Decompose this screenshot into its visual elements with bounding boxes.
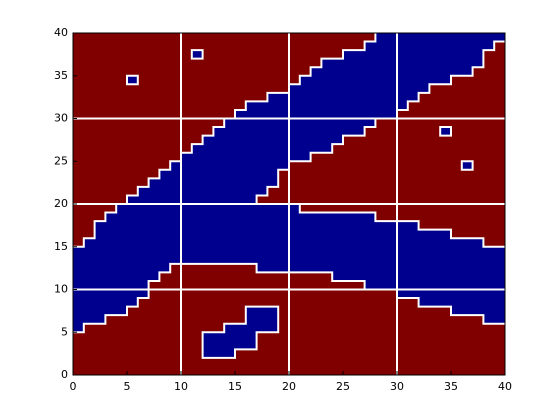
blue-region [440, 127, 452, 137]
blue-region [472, 238, 484, 316]
blue-region [429, 33, 441, 85]
blue-region [299, 212, 312, 273]
y-tick-label: 10 [54, 283, 68, 296]
blue-region [137, 186, 150, 299]
blue-region [191, 50, 204, 60]
blue-region [343, 50, 355, 137]
blue-region [83, 238, 96, 325]
y-tick-label: 15 [54, 240, 68, 253]
y-tick-label: 30 [54, 112, 68, 125]
blue-region [429, 229, 441, 308]
blue-region [181, 152, 193, 265]
blue-region [224, 323, 236, 359]
x-tick-label: 30 [390, 380, 404, 393]
blue-region [202, 135, 214, 265]
y-tick-label: 35 [54, 69, 68, 82]
blue-region [483, 246, 495, 325]
blue-region [494, 33, 506, 43]
blue-region [256, 101, 268, 196]
y-tick-label: 0 [61, 368, 68, 381]
blue-region [235, 323, 247, 350]
blue-region [364, 41, 376, 128]
blue-region [451, 33, 463, 77]
blue-region [278, 204, 290, 273]
blue-region [364, 212, 376, 290]
blue-region [461, 33, 474, 77]
blue-region [353, 212, 366, 282]
blue-region [321, 58, 333, 154]
blue-region [256, 306, 268, 333]
blue-region [224, 118, 236, 265]
x-tick-label: 10 [174, 380, 188, 393]
blue-region [159, 169, 171, 273]
blue-region [267, 306, 279, 333]
blue-region [375, 33, 387, 119]
blue-region [278, 92, 290, 171]
blue-region [202, 332, 214, 359]
blue-region [407, 33, 420, 102]
x-tick-label: 35 [444, 380, 458, 393]
blue-region [386, 33, 398, 119]
blue-region [289, 84, 301, 162]
y-tick-label: 25 [54, 154, 68, 167]
blue-region [375, 221, 387, 290]
blue-region [461, 161, 474, 171]
blue-region [397, 33, 409, 111]
blue-region [127, 75, 139, 85]
blue-region [353, 50, 366, 137]
x-tick-label: 25 [336, 380, 350, 393]
y-tick-label: 20 [54, 197, 68, 210]
x-tick-label: 40 [498, 380, 512, 393]
y-tick-label: 40 [54, 26, 68, 39]
blue-region [116, 204, 128, 316]
blue-region [332, 58, 344, 145]
blue-region [310, 212, 322, 273]
blue-region [245, 306, 258, 350]
blue-region [245, 101, 258, 265]
blue-region [256, 204, 268, 273]
class-boundary [72, 32, 506, 359]
blue-region [267, 92, 279, 188]
blue-region [494, 246, 506, 325]
blue-region [461, 238, 474, 316]
blue-region [418, 229, 430, 308]
blue-region [440, 33, 452, 85]
blue-region [418, 33, 430, 94]
blue-region [267, 204, 279, 273]
x-tick-label: 5 [124, 380, 131, 393]
blue-region [451, 238, 463, 316]
blue-region [148, 178, 160, 282]
blue-region [213, 127, 225, 265]
blue-region [440, 229, 452, 308]
x-tick-label: 0 [70, 380, 77, 393]
x-tick-label: 20 [282, 380, 296, 393]
blue-region [332, 212, 344, 282]
blue-region [397, 221, 409, 299]
blue-region [343, 212, 355, 282]
blue-region [235, 109, 247, 265]
y-tick-label: 5 [61, 325, 68, 338]
blue-region [483, 33, 495, 51]
blue-region [407, 221, 420, 299]
blue-region [105, 212, 117, 316]
blue-region [310, 67, 322, 154]
blue-region [386, 221, 398, 290]
x-tick-label: 15 [228, 380, 242, 393]
blue-region [289, 204, 301, 273]
blue-region [213, 332, 225, 359]
blue-region [170, 161, 182, 265]
blue-region [94, 221, 106, 325]
blue-region [321, 212, 333, 273]
blue-region [472, 33, 484, 68]
blue-region [127, 195, 139, 308]
